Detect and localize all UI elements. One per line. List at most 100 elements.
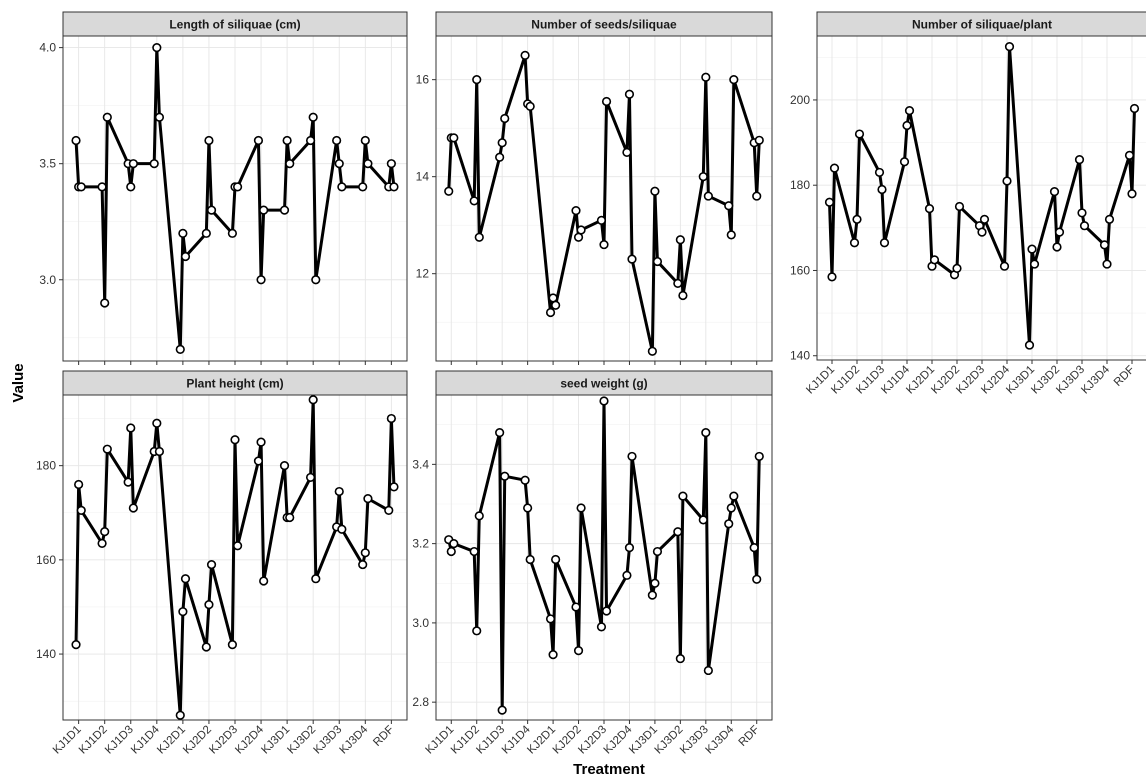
data-point xyxy=(384,505,394,515)
data-point xyxy=(386,413,396,424)
data-point xyxy=(474,511,484,521)
data-point xyxy=(201,228,211,238)
data-point xyxy=(128,503,138,513)
data-point xyxy=(311,574,321,584)
data-point xyxy=(854,129,865,139)
data-point xyxy=(360,135,370,146)
data-point xyxy=(576,225,586,235)
data-point xyxy=(1029,259,1040,269)
x-tick-label: KJ3D1 xyxy=(259,724,292,757)
data-point xyxy=(924,204,935,214)
data-point xyxy=(1052,242,1062,252)
data-point xyxy=(622,147,632,158)
y-tick-label: 160 xyxy=(790,263,810,277)
data-point xyxy=(548,650,558,660)
x-tick-label: KJ3D4 xyxy=(703,723,736,756)
data-point xyxy=(71,640,81,650)
data-point xyxy=(520,50,530,61)
panel-seed-weight-g: seed weight (g)2.83.03.23.4KJ1D1KJ1D2KJ1… xyxy=(412,370,773,757)
plot-area xyxy=(816,35,1146,361)
y-tick-label: 180 xyxy=(790,178,810,192)
data-point xyxy=(449,539,459,549)
data-point xyxy=(334,159,344,169)
data-point xyxy=(100,298,110,308)
data-point xyxy=(1079,221,1090,231)
panel-title: Plant height (cm) xyxy=(186,377,283,391)
data-point xyxy=(469,546,479,557)
data-point xyxy=(599,239,609,250)
data-point xyxy=(698,515,708,525)
panel-title: Length of siliquae (cm) xyxy=(169,18,300,32)
data-point xyxy=(999,261,1010,271)
data-point xyxy=(76,505,86,515)
data-point xyxy=(596,622,607,632)
data-point xyxy=(152,43,162,53)
y-tick-label: 2.8 xyxy=(412,695,429,709)
data-point xyxy=(71,135,81,146)
data-point xyxy=(647,590,657,600)
data-point xyxy=(1102,259,1112,269)
data-point xyxy=(571,206,581,216)
y-tick-label: 140 xyxy=(36,647,56,661)
data-point xyxy=(754,135,764,145)
data-point xyxy=(149,159,159,169)
data-point xyxy=(701,72,711,82)
grid xyxy=(436,395,772,720)
data-point xyxy=(178,228,188,238)
data-point xyxy=(305,472,316,483)
data-point xyxy=(230,435,240,445)
data-point xyxy=(650,186,660,196)
data-point xyxy=(829,163,840,173)
data-point xyxy=(123,477,133,487)
data-point xyxy=(879,238,890,248)
data-point xyxy=(929,255,940,265)
data-point xyxy=(678,491,688,501)
data-point xyxy=(525,554,535,565)
data-point xyxy=(311,275,321,285)
data-point xyxy=(754,451,764,462)
y-tick-label: 160 xyxy=(36,553,56,567)
data-point xyxy=(154,446,165,457)
data-point xyxy=(576,503,586,513)
panel-strip xyxy=(62,11,408,37)
data-point xyxy=(97,538,107,548)
data-point xyxy=(253,135,264,146)
data-point xyxy=(500,113,510,124)
data-point xyxy=(128,159,138,169)
y-tick-label: 3.5 xyxy=(39,157,56,171)
data-point xyxy=(178,607,188,617)
data-point xyxy=(749,542,759,553)
data-point xyxy=(729,75,739,85)
data-point xyxy=(154,112,165,122)
x-tick-label: KJ1D3 xyxy=(103,724,136,757)
y-tick-label: 140 xyxy=(790,349,810,363)
data-point xyxy=(573,232,584,242)
panel-number-of-siliquae-plant: Number of siliquae/plant140160180200KJ1D… xyxy=(790,11,1146,397)
panel-plant-height-cm: Plant height (cm) 140 160 180 KJ1D1KJ1D2KJ1D… xyxy=(36,370,408,757)
y-tick-label: 3.2 xyxy=(412,537,429,551)
data-point xyxy=(596,215,607,225)
data-point xyxy=(472,626,482,636)
data-point xyxy=(545,307,556,318)
x-tick-label: KJ2D3 xyxy=(207,724,240,757)
data-point xyxy=(102,444,112,454)
data-point xyxy=(551,554,561,565)
data-point xyxy=(206,205,217,215)
data-point xyxy=(363,494,373,504)
data-point xyxy=(979,214,990,224)
data-point xyxy=(573,646,584,656)
data-point xyxy=(227,640,237,650)
data-point xyxy=(902,120,912,131)
data-point xyxy=(545,614,556,624)
data-point xyxy=(97,182,107,192)
data-point xyxy=(474,232,484,242)
data-point xyxy=(126,423,136,433)
data-point xyxy=(729,491,739,501)
data-point xyxy=(652,546,663,557)
x-tick-label: RDF xyxy=(1112,364,1137,389)
x-tick-label: KJ3D3 xyxy=(311,724,344,757)
x-tick-label: RDF xyxy=(371,724,396,749)
data-point xyxy=(126,182,136,192)
y-tick-label: 180 xyxy=(36,459,56,473)
data-point xyxy=(703,191,713,201)
